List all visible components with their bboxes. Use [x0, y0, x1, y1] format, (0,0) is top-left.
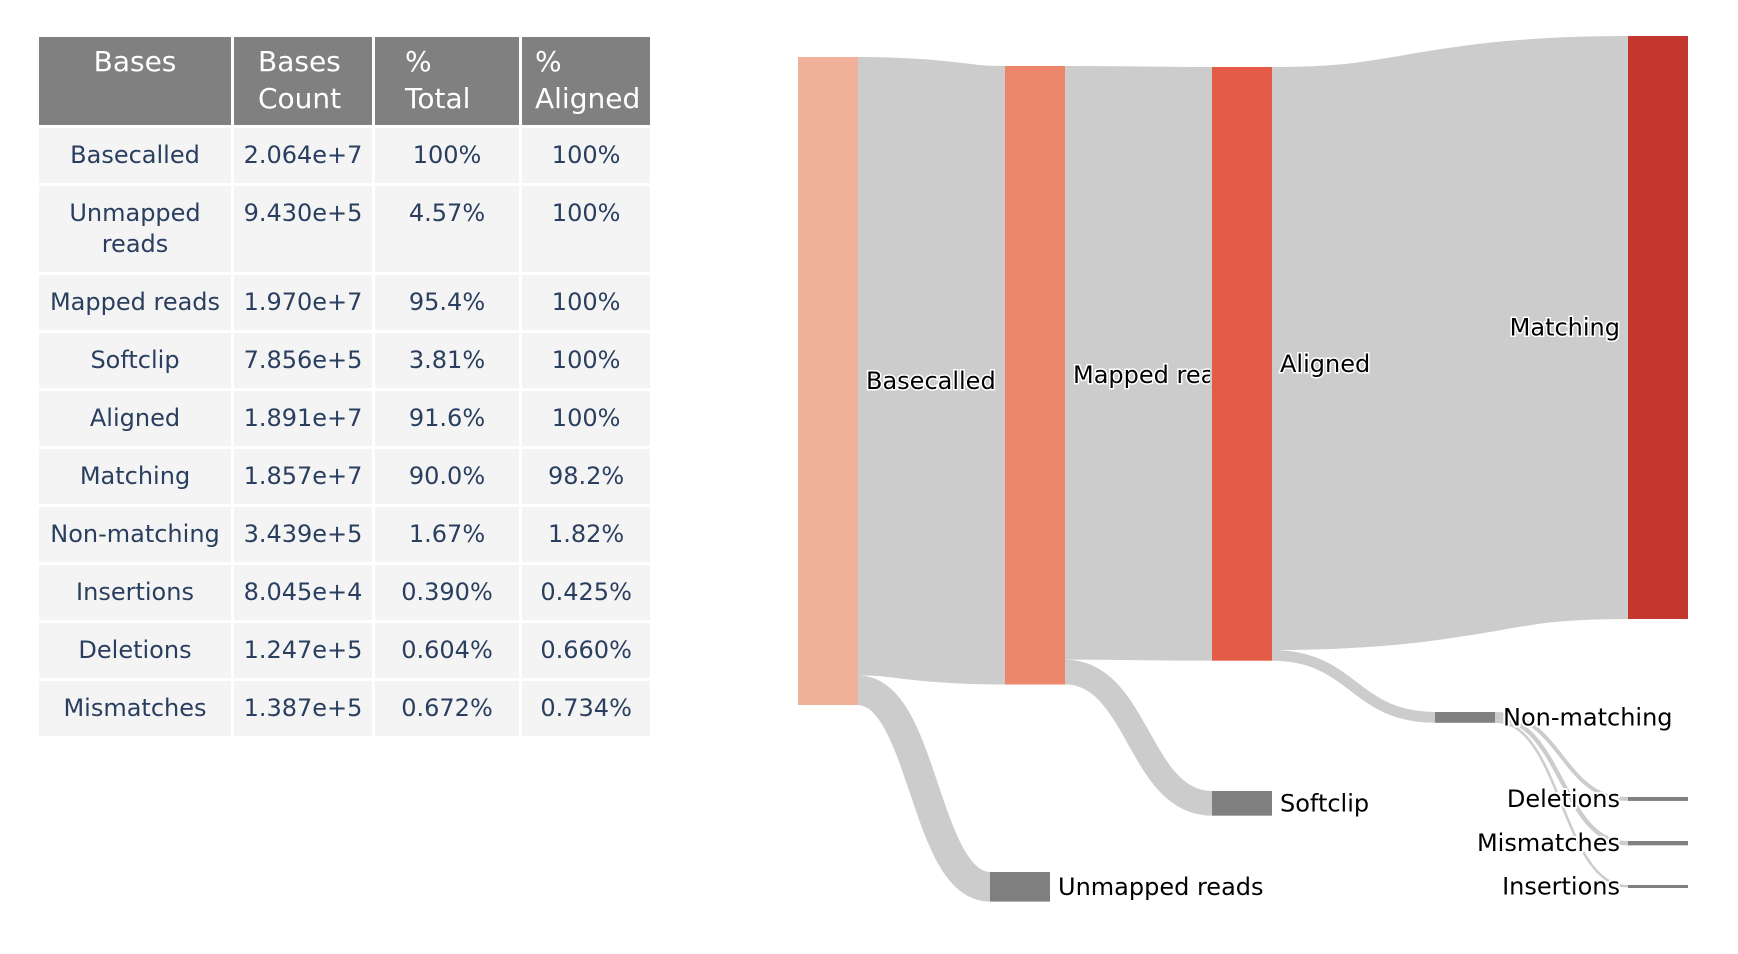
table-row: Deletions 1.247e+5 0.604% 0.660%: [39, 623, 654, 681]
row-count: 1.247e+5: [234, 623, 375, 681]
link-non-matching-to-insertions: [1494, 720, 1629, 888]
row-total: 1.67%: [375, 507, 522, 565]
row-count: 1.970e+7: [234, 275, 375, 333]
row-aligned: 100%: [522, 186, 654, 275]
table-row: Non-matching 3.439e+5 1.67% 1.82%: [39, 507, 654, 565]
node-label-mapped-reads: Mapped rea: [1073, 361, 1215, 389]
row-total: 0.672%: [375, 681, 522, 739]
table-row: Insertions 8.045e+4 0.390% 0.425%: [39, 565, 654, 623]
link-mapped-reads-to-aligned: [1064, 66, 1213, 661]
row-aligned: 100%: [522, 333, 654, 391]
node-label-non-matching: Non-matching: [1503, 703, 1673, 731]
link-non-matching-to-mismatches: [1494, 715, 1629, 846]
row-aligned: 1.82%: [522, 507, 654, 565]
row-total: 95.4%: [375, 275, 522, 333]
link-basecalled-to-mapped-reads: [855, 57, 1008, 685]
row-name: Softclip: [39, 333, 234, 391]
node-label-basecalled: Basecalled: [866, 367, 996, 395]
table-row: Matching 1.857e+7 90.0% 98.2%: [39, 449, 654, 507]
row-name: Basecalled: [39, 128, 234, 186]
row-name: Mapped reads: [39, 275, 234, 333]
node-label-unmapped-reads: Unmapped reads: [1058, 873, 1264, 901]
row-total: 90.0%: [375, 449, 522, 507]
node-matching: [1628, 36, 1688, 620]
node-softclip: [1212, 791, 1272, 816]
row-name: Non-matching: [39, 507, 234, 565]
node-basecalled: [798, 57, 858, 705]
row-name: Insertions: [39, 565, 234, 623]
node-label-matching: Matching: [1510, 314, 1620, 342]
sankey-nodes: [798, 36, 1688, 902]
row-count: 1.857e+7: [234, 449, 375, 507]
row-total: 91.6%: [375, 391, 522, 449]
node-label-aligned: Aligned: [1280, 350, 1370, 378]
header-total: % Total: [375, 37, 522, 128]
row-name: Aligned: [39, 391, 234, 449]
table-row: Mismatches 1.387e+5 0.672% 0.734%: [39, 681, 654, 739]
row-count: 9.430e+5: [234, 186, 375, 275]
row-aligned: 0.425%: [522, 565, 654, 623]
node-label-softclip: Softclip: [1280, 789, 1369, 817]
node-aligned: [1212, 67, 1272, 661]
row-count: 1.891e+7: [234, 391, 375, 449]
node-label-mismatches: Mismatches: [1477, 829, 1620, 857]
sankey-links: [855, 36, 1631, 902]
row-total: 0.604%: [375, 623, 522, 681]
row-total: 100%: [375, 128, 522, 186]
row-total: 0.390%: [375, 565, 522, 623]
node-insertions: [1628, 885, 1688, 888]
table-row: Softclip 7.856e+5 3.81% 100%: [39, 333, 654, 391]
row-aligned: 0.660%: [522, 623, 654, 681]
row-aligned: 100%: [522, 128, 654, 186]
table-row: Basecalled 2.064e+7 100% 100%: [39, 128, 654, 186]
link-mapped-reads-to-softclip: [1063, 659, 1214, 816]
header-bases: Bases: [39, 37, 234, 128]
row-total: 3.81%: [375, 333, 522, 391]
node-mapped-reads: [1005, 66, 1065, 685]
node-deletions: [1628, 797, 1688, 801]
link-aligned-to-non-matching: [1271, 650, 1436, 723]
row-count: 2.064e+7: [234, 128, 375, 186]
link-non-matching-to-deletions: [1494, 712, 1629, 801]
table-row: Unmapped reads 9.430e+5 4.57% 100%: [39, 186, 654, 275]
node-non-matching: [1435, 712, 1495, 723]
row-total: 4.57%: [375, 186, 522, 275]
row-name: Mismatches: [39, 681, 234, 739]
table-row: Mapped reads 1.970e+7 95.4% 100%: [39, 275, 654, 333]
row-count: 8.045e+4: [234, 565, 375, 623]
row-name: Matching: [39, 449, 234, 507]
sankey-labels: Basecalled Mapped rea Unmapped reads Aligne…: [865, 312, 1675, 903]
node-label-insertions: Insertions: [1502, 873, 1620, 901]
link-basecalled-to-unmapped-reads: [855, 675, 993, 902]
node-mismatches: [1628, 841, 1688, 846]
row-count: 7.856e+5: [234, 333, 375, 391]
row-count: 1.387e+5: [234, 681, 375, 739]
table-header-row: Bases Bases Count % Total % Aligned: [39, 37, 654, 128]
row-aligned: 100%: [522, 275, 654, 333]
row-name: Deletions: [39, 623, 234, 681]
row-aligned: 0.734%: [522, 681, 654, 739]
row-aligned: 98.2%: [522, 449, 654, 507]
table-row: Aligned 1.891e+7 91.6% 100%: [39, 391, 654, 449]
node-unmapped-reads: [990, 872, 1050, 902]
node-label-deletions: Deletions: [1507, 785, 1620, 813]
header-bases-count: Bases Count: [234, 37, 375, 128]
row-name: Unmapped reads: [39, 186, 234, 275]
row-aligned: 100%: [522, 391, 654, 449]
table-body: Basecalled 2.064e+7 100% 100% Unmapped reads…: [39, 128, 654, 739]
bases-table: Bases Bases Count % Total % Aligned Basecal…: [39, 37, 654, 739]
row-count: 3.439e+5: [234, 507, 375, 565]
link-aligned-to-matching: [1269, 36, 1631, 651]
header-aligned: % Aligned: [522, 37, 654, 128]
